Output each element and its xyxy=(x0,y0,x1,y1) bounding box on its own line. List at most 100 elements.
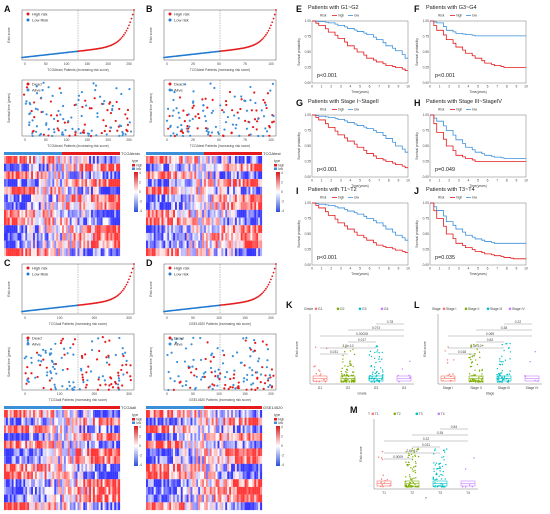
dead-point xyxy=(55,363,57,365)
alive-point xyxy=(200,359,202,361)
type-legend: type xyxy=(274,413,280,417)
box-point xyxy=(376,372,377,373)
alive-point xyxy=(73,386,75,388)
box-point xyxy=(433,471,434,472)
box-point xyxy=(407,457,408,458)
alive-point xyxy=(194,388,196,390)
km-xtick: 4 xyxy=(467,85,469,89)
risk-point xyxy=(266,286,268,288)
dead-point xyxy=(205,358,207,360)
dead-point xyxy=(90,135,92,137)
dead-point xyxy=(231,109,233,111)
km-ytick: 0.25 xyxy=(423,248,430,252)
dead-point xyxy=(105,125,107,127)
box-ylab: Risk score xyxy=(295,341,299,357)
alive-point xyxy=(172,115,174,117)
xtick: 0 xyxy=(166,138,168,142)
box-point xyxy=(345,346,346,347)
alive-point xyxy=(118,389,120,391)
dead-point xyxy=(26,86,28,88)
alive-point xyxy=(181,385,183,387)
risk-point xyxy=(263,37,265,39)
box-point xyxy=(469,373,470,374)
box-point xyxy=(382,451,383,452)
box-point xyxy=(442,484,443,485)
box-point xyxy=(354,354,355,355)
box-point xyxy=(369,354,370,355)
box-point xyxy=(409,482,410,483)
alive-point xyxy=(223,111,225,113)
xtick: 50 xyxy=(217,138,221,142)
dead-point xyxy=(84,124,86,126)
km-ylab: Survival probability xyxy=(297,132,301,160)
box-point xyxy=(509,374,510,375)
alive-point xyxy=(67,120,69,122)
box-point xyxy=(405,476,406,477)
dead-point xyxy=(59,87,61,89)
dead-point xyxy=(222,135,224,137)
risk-point xyxy=(124,286,126,288)
alive-point xyxy=(202,110,204,112)
alive-point xyxy=(178,112,180,114)
box-pvalue: 0.0009 xyxy=(393,455,403,459)
alive-point xyxy=(209,83,211,85)
dead-point xyxy=(82,376,84,378)
alive-point xyxy=(235,127,237,129)
box-point xyxy=(447,359,448,360)
alive-point xyxy=(37,108,39,110)
box-point xyxy=(373,379,374,380)
xtick: 25 xyxy=(191,138,195,142)
box-point xyxy=(444,377,445,378)
alive-point xyxy=(69,385,71,387)
alive-point xyxy=(50,348,52,350)
alive-point xyxy=(249,347,251,349)
alive-point xyxy=(180,124,182,126)
dead-point xyxy=(224,384,226,386)
alive-point xyxy=(184,83,186,85)
dead-point xyxy=(107,355,109,357)
km-xtick: 3 xyxy=(458,267,460,271)
box-point xyxy=(473,344,474,345)
alive-point xyxy=(95,84,97,86)
alive-point xyxy=(238,135,240,137)
box-point xyxy=(470,359,471,360)
km-xtick: 7 xyxy=(496,267,498,271)
km-xtick: 3 xyxy=(458,85,460,89)
dead-point xyxy=(251,109,253,111)
km-ytick: 0.75 xyxy=(423,217,430,221)
box-point xyxy=(436,474,437,475)
km-xtick: 7 xyxy=(496,179,498,183)
box-point xyxy=(325,381,326,382)
risk-point xyxy=(128,279,130,281)
box-point xyxy=(379,361,380,362)
box-point xyxy=(506,343,507,344)
km-xtick: 0 xyxy=(311,85,313,89)
risk-point xyxy=(261,292,263,294)
km-curve-low xyxy=(312,115,408,152)
box-point xyxy=(499,358,500,359)
dead-point xyxy=(256,387,258,389)
box-point xyxy=(415,477,416,478)
dead-point xyxy=(238,381,240,383)
alive-point xyxy=(45,113,47,115)
box-point xyxy=(474,353,475,354)
box-point xyxy=(406,484,407,485)
alive-point xyxy=(188,125,190,127)
km-xtick: 10 xyxy=(524,267,528,271)
km-xtick: 0 xyxy=(311,267,313,271)
xtick: 0 xyxy=(166,316,168,320)
box-point xyxy=(316,373,317,374)
dead-point xyxy=(68,135,70,137)
alive-point xyxy=(35,131,37,133)
alive-point xyxy=(62,118,64,120)
box-pvalue: 0.35 xyxy=(437,431,444,435)
box-point xyxy=(482,369,483,370)
dead-point xyxy=(225,100,227,102)
dead-point xyxy=(105,356,107,358)
km-xtick: 2 xyxy=(330,179,332,183)
dead-point xyxy=(74,131,76,133)
box-point xyxy=(341,371,342,372)
km-title: Patients with Stage III~StageIV xyxy=(426,99,502,105)
dead-point xyxy=(33,130,35,132)
alive-point xyxy=(66,388,68,390)
